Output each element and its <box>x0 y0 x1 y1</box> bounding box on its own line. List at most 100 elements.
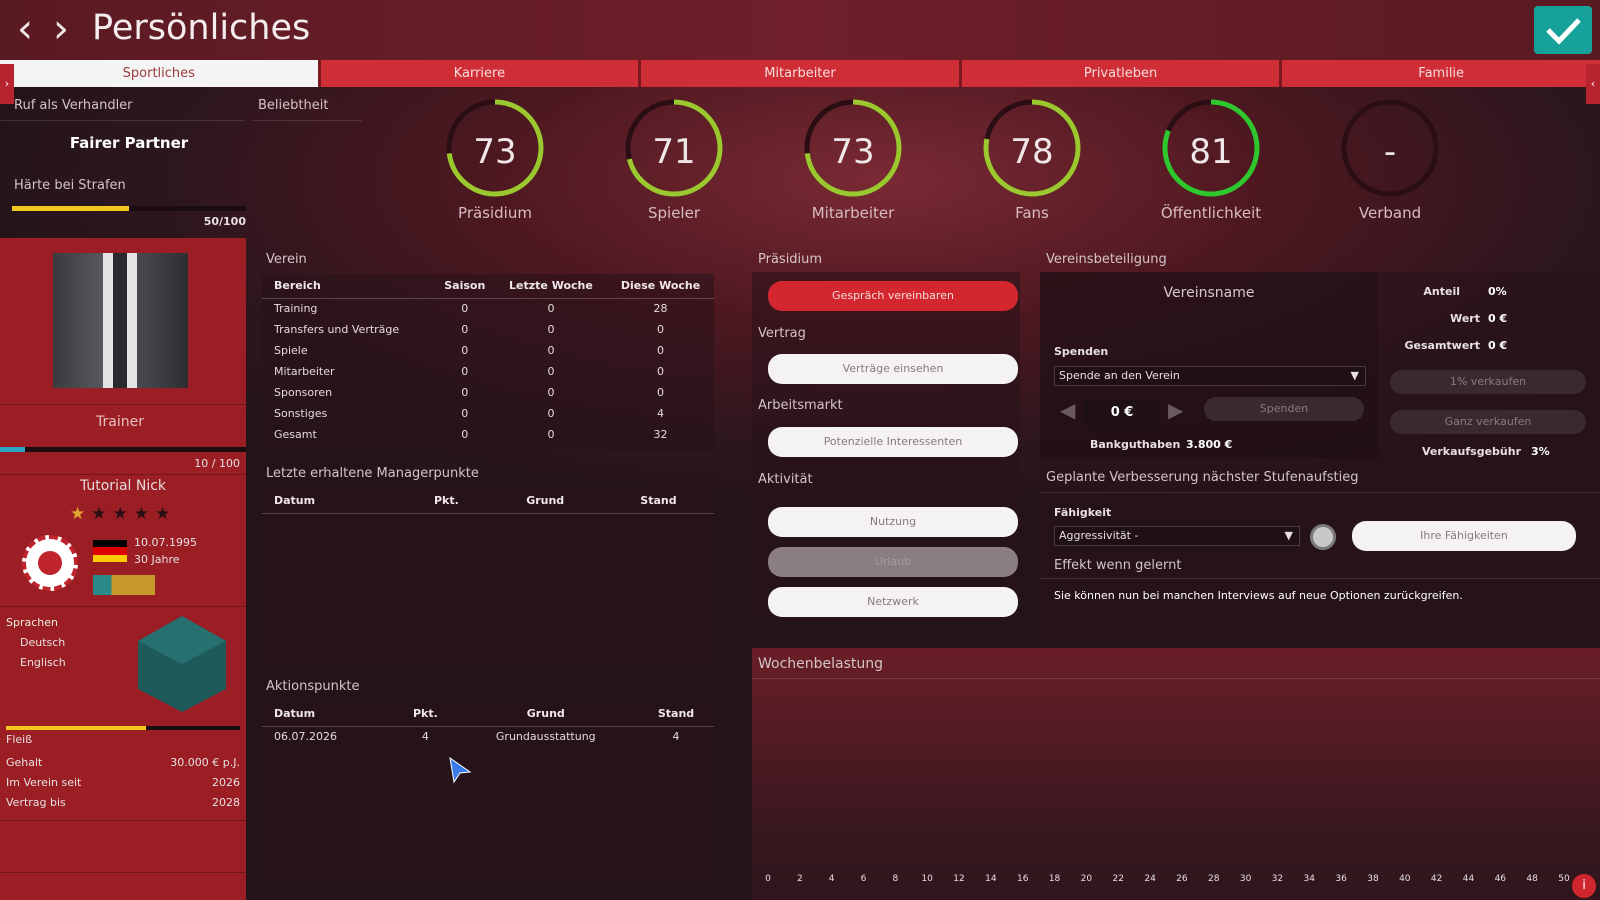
increase-amount-icon[interactable]: ▶ <box>1168 398 1184 422</box>
table-cell: 0 <box>547 386 555 399</box>
table-cell: 0 <box>657 344 665 357</box>
view-contracts-button[interactable]: Verträge einsehen <box>768 354 1018 384</box>
gauge-ring <box>804 99 902 197</box>
club-table: Bereich Saison Letzte Woche Diese Woche Trai… <box>262 274 714 445</box>
profile-name: Tutorial Nick <box>79 478 167 494</box>
table-cell: 0 <box>461 344 469 357</box>
german-flag-icon <box>93 540 127 562</box>
your-skills-button[interactable]: Ihre Fähigkeiten <box>1352 521 1576 551</box>
confirm-button[interactable] <box>1534 6 1592 54</box>
table-cell: Training <box>274 302 318 316</box>
tab-mitarbeiter[interactable]: Mitarbeiter <box>641 60 962 87</box>
axis-tick-label: 34 <box>1303 874 1315 884</box>
job-market-label: Arbeitsmarkt <box>758 398 843 413</box>
chevron-down-icon: ▼ <box>1284 529 1293 542</box>
club-badge-icon <box>22 535 78 591</box>
gauge-label: Spieler <box>647 204 700 222</box>
table-row: Training 0 0 28 <box>262 298 714 319</box>
table-row: Sonstiges 0 0 4 <box>262 403 714 424</box>
table-cell: 0 <box>461 323 469 336</box>
table-row: Gesamt 0 0 32 <box>262 424 714 445</box>
star-icon: ★ <box>70 504 92 524</box>
star-icon: ★ <box>91 504 113 524</box>
manager-points-title: Letzte erhaltene Managerpunkte <box>266 466 479 481</box>
skill-select-value: Aggressivität - <box>1059 529 1139 542</box>
table-cell: Gesamt <box>274 428 317 441</box>
usage-button[interactable]: Nutzung <box>768 507 1018 537</box>
harshness-label: Härte bei Strafen <box>14 178 126 193</box>
forward-arrow-icon[interactable]: › <box>53 6 69 52</box>
skill-badges-icon <box>93 575 155 595</box>
table-cell: 0 <box>657 365 665 378</box>
gauge-value: 81 <box>1189 132 1233 172</box>
manager-points-panel: Datum Pkt. Grund Stand <box>262 489 714 665</box>
salary-label: Gehalt <box>6 756 43 769</box>
avatar <box>53 253 188 388</box>
club-name-box <box>1040 272 1378 458</box>
tab-familie[interactable]: Familie <box>1282 60 1600 87</box>
axis-tick-label: 26 <box>1176 874 1188 884</box>
diligence-bar <box>6 726 240 730</box>
axis-tick-label: 6 <box>860 874 867 884</box>
decrease-amount-icon[interactable]: ◀ <box>1060 398 1076 422</box>
target-icon[interactable] <box>1310 524 1336 550</box>
vacation-button[interactable]: Urlaub <box>768 547 1018 577</box>
column-header: Pkt. <box>433 494 459 508</box>
right-panel-arrow-icon[interactable]: ‹ <box>1586 64 1600 104</box>
weekload-panel <box>752 648 1600 900</box>
info-icon[interactable]: i <box>1572 874 1596 898</box>
donate-amount[interactable]: 0 € <box>1084 400 1160 426</box>
mouse-cursor-icon <box>449 756 472 784</box>
sell-all-button[interactable]: Ganz verkaufen <box>1390 410 1586 434</box>
axis-tick-label: 0 <box>765 874 771 884</box>
table-cell: 0 <box>461 365 469 378</box>
left-panel-arrow-icon[interactable]: › <box>0 64 14 104</box>
table-cell: 0 <box>547 344 555 357</box>
skill-select[interactable]: Aggressivität - ▼ <box>1054 526 1300 546</box>
table-cell: 0 <box>461 302 469 316</box>
table-row: Sponsoren 0 0 0 <box>262 382 714 403</box>
gauge-value: - <box>1383 132 1397 172</box>
column-header: Grund <box>526 494 565 508</box>
star-icon: ★ <box>155 504 177 524</box>
back-arrow-icon[interactable]: ‹ <box>17 6 33 52</box>
tab-sportliches[interactable]: Sportliches <box>0 60 321 87</box>
stake-title: Vereinsbeteiligung <box>1046 252 1167 267</box>
activity-label: Aktivität <box>758 472 813 487</box>
board-title: Präsidium <box>758 252 823 267</box>
donate-label: Spenden <box>1054 345 1109 358</box>
diligence-label: Fleiß <box>6 733 33 746</box>
table-cell: 32 <box>653 428 668 441</box>
meeting-button[interactable]: Gespräch vereinbaren <box>768 281 1018 311</box>
potential-interested-button[interactable]: Potenzielle Interessenten <box>768 427 1018 457</box>
gauge-value: 78 <box>1010 132 1054 172</box>
tab-privatleben[interactable]: Privatleben <box>961 60 1283 87</box>
gauge-label: Öffentlichkeit <box>1160 204 1262 222</box>
table-row: 06.07.2026 4 Grundausstattung 4 <box>262 726 714 747</box>
table-cell: 0 <box>461 407 469 420</box>
improvement-title: Geplante Verbesserung nächster Stufenauf… <box>1046 470 1359 485</box>
total-value-value: 0 € <box>1488 339 1508 352</box>
axis-tick-label: 38 <box>1367 874 1379 884</box>
xp-value: 10 / 100 <box>194 457 240 470</box>
weekload-title: Wochenbelastung <box>758 656 884 672</box>
birthdate: 10.07.1995 <box>134 536 197 549</box>
contract-until-value: 2028 <box>212 796 240 809</box>
gauge-value: 73 <box>831 132 875 172</box>
sell-1-percent-button[interactable]: 1% verkaufen <box>1390 370 1586 394</box>
table-row: Transfers und Verträge 0 0 0 <box>262 319 714 340</box>
axis-tick-label: 46 <box>1494 874 1507 884</box>
tab-karriere[interactable]: Karriere <box>320 60 642 87</box>
donate-button[interactable]: Spenden <box>1204 397 1364 421</box>
table-cell: 0 <box>547 323 555 336</box>
table-cell: 0 <box>547 428 555 441</box>
axis-tick-label: 40 <box>1399 874 1411 884</box>
axis-tick-label: 10 <box>921 874 933 884</box>
action-points-table: Datum Pkt. Grund Stand 06.07.2026 4 Grundausst… <box>262 702 714 747</box>
value-label: Wert <box>1450 312 1480 325</box>
network-button[interactable]: Netzwerk <box>768 587 1018 617</box>
axis-tick-label: 20 <box>1080 874 1093 884</box>
table-header: Datum Pkt. Grund Stand <box>262 702 714 726</box>
donate-select[interactable]: Spende an den Verein ▼ <box>1054 366 1366 386</box>
axis-tick-label: 8 <box>892 874 899 884</box>
